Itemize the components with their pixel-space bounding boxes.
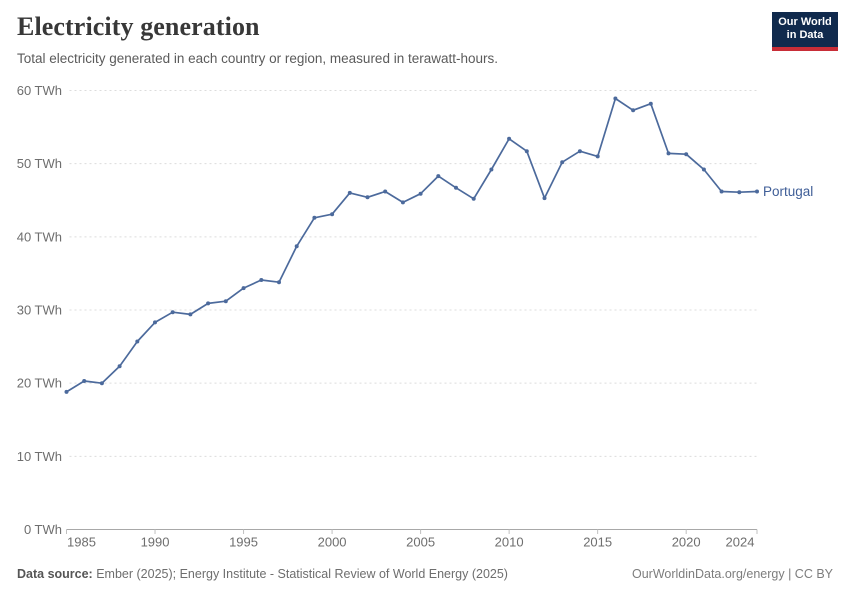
data-source-text: Ember (2025); Energy Institute - Statist… (96, 567, 508, 581)
x-axis-tick-label: 1990 (141, 535, 170, 550)
y-axis-tick-label: 40 TWh (17, 229, 62, 244)
y-axis-tick-label: 0 TWh (24, 522, 62, 537)
data-point-marker[interactable] (400, 200, 405, 205)
y-axis-tick-label: 50 TWh (17, 156, 62, 171)
data-point-marker[interactable] (454, 185, 458, 190)
y-axis-tick-label: 30 TWh (17, 303, 62, 318)
owid-logo-red-bar (772, 47, 838, 51)
data-point-marker[interactable] (755, 189, 759, 194)
page-title: Electricity generation (17, 12, 260, 41)
data-point-marker[interactable] (560, 160, 565, 165)
data-point-marker[interactable] (684, 152, 689, 157)
data-point-marker[interactable] (666, 151, 671, 156)
x-axis-tick-label: 2020 (672, 535, 701, 550)
x-axis-tick-label: 2010 (495, 535, 524, 550)
x-axis-tick-label: 1995 (229, 535, 258, 550)
data-source-label: Data source: (17, 567, 93, 581)
data-point-marker[interactable] (347, 190, 352, 195)
data-point-marker[interactable] (648, 101, 653, 106)
y-axis-tick-label: 10 TWh (17, 449, 62, 464)
data-point-marker[interactable] (507, 136, 512, 141)
data-point-marker[interactable] (135, 339, 140, 344)
owid-logo: Our World in Data (772, 12, 838, 51)
data-point-marker[interactable] (206, 301, 211, 306)
series-end-label[interactable]: Portugal (763, 184, 813, 199)
data-point-marker[interactable] (737, 190, 742, 195)
chart-subtitle: Total electricity generated in each coun… (17, 51, 498, 66)
x-axis-tick-label: 2015 (583, 535, 612, 550)
data-point-marker[interactable] (312, 215, 317, 220)
series-line-portugal (65, 97, 758, 393)
data-point-marker[interactable] (82, 379, 87, 383)
data-point-marker[interactable] (188, 312, 193, 317)
x-axis-tick-label: 2000 (318, 535, 347, 550)
data-point-marker[interactable] (631, 108, 636, 113)
data-point-marker[interactable] (719, 189, 724, 194)
owid-logo-line1: Our World (778, 16, 832, 28)
chart-footer: Data source: Ember (2025); Energy Instit… (17, 567, 833, 581)
data-point-marker[interactable] (524, 149, 529, 154)
data-point-marker[interactable] (330, 212, 335, 217)
data-point-marker[interactable] (365, 195, 370, 200)
data-point-marker[interactable] (471, 196, 476, 201)
data-point-marker[interactable] (294, 244, 299, 249)
data-point-marker[interactable] (701, 167, 706, 172)
data-point-marker[interactable] (277, 280, 281, 285)
owid-logo-line2: in Data (786, 29, 824, 41)
data-point-marker[interactable] (259, 278, 264, 282)
data-point-marker[interactable] (418, 191, 423, 196)
data-point-marker[interactable] (542, 196, 547, 201)
owid-logo-text: Our World in Data (772, 12, 838, 47)
data-point-marker[interactable] (64, 389, 69, 394)
data-point-marker[interactable] (577, 149, 582, 154)
data-point-marker[interactable] (170, 310, 175, 315)
data-point-marker[interactable] (436, 174, 441, 179)
data-point-marker[interactable] (595, 154, 600, 159)
data-point-marker[interactable] (383, 189, 388, 194)
data-point-marker[interactable] (241, 286, 246, 291)
data-point-marker[interactable] (613, 96, 618, 101)
x-axis-tick-label: 1985 (67, 535, 96, 550)
x-axis-tick-label: 2024 (726, 535, 755, 550)
y-axis-tick-label: 60 TWh (17, 83, 62, 98)
data-point-marker[interactable] (117, 364, 122, 369)
data-point-marker[interactable] (99, 381, 104, 386)
footer-attribution-link[interactable]: OurWorldinData.org/energy | CC BY (631, 567, 833, 581)
data-point-marker[interactable] (489, 167, 494, 172)
x-axis-tick-label: 2005 (406, 535, 435, 550)
data-source: Data source: Ember (2025); Energy Instit… (17, 567, 508, 581)
data-point-marker[interactable] (153, 320, 157, 325)
y-axis-tick-label: 20 TWh (17, 376, 62, 391)
data-point-marker[interactable] (223, 299, 228, 304)
chart-header: Electricity generation Total electricity… (17, 12, 757, 66)
